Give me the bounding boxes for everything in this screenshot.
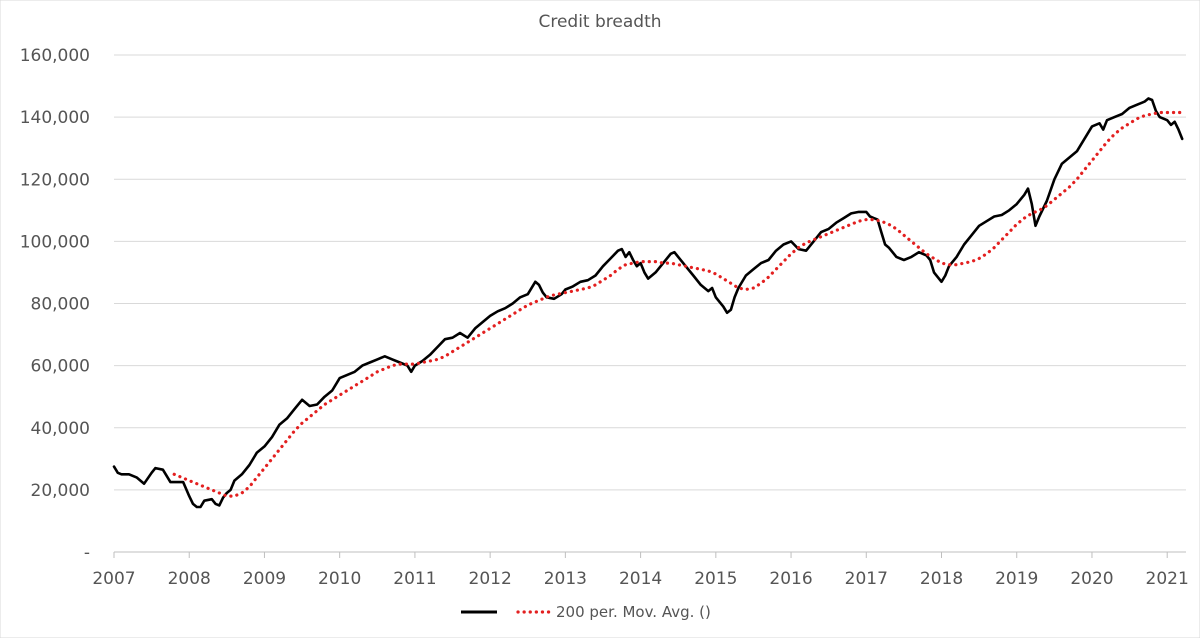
x-tick-label: 2016	[769, 569, 812, 589]
x-axis: 2007 2008 2009 2010 2011 2012 2013 2014 2015 2016…	[92, 551, 1189, 589]
x-tick-label: 2013	[544, 569, 587, 589]
legend-label-moving-average: 200 per. Mov. Avg. ()	[556, 603, 711, 621]
y-tick-label: 80,000	[31, 295, 90, 315]
x-tick-label: 2014	[619, 569, 662, 589]
y-tick-label: 100,000	[20, 232, 90, 252]
x-tick-label: 2019	[995, 569, 1038, 589]
x-tick-label: 2021	[1146, 569, 1189, 589]
x-tick-label: 2018	[920, 569, 963, 589]
gridlines	[114, 54, 1186, 491]
y-tick-label: 60,000	[31, 357, 90, 377]
x-tick-label: 2009	[243, 569, 286, 589]
series-line-credit-breadth	[112, 97, 1184, 509]
series-lines	[112, 97, 1184, 509]
series-line-moving-average	[172, 110, 1184, 498]
chart-title: Credit breadth	[538, 12, 661, 32]
y-tick-label: 140,000	[20, 108, 90, 128]
y-tick-label: -	[84, 543, 90, 563]
x-tick-label: 2010	[318, 569, 361, 589]
x-tick-label: 2007	[92, 569, 135, 589]
y-tick-label: 160,000	[20, 46, 90, 66]
x-tick-label: 2008	[168, 569, 211, 589]
y-tick-label: 20,000	[31, 481, 90, 501]
x-tick-label: 2015	[694, 569, 737, 589]
x-tick-label: 2012	[469, 569, 512, 589]
x-tick-label: 2011	[393, 569, 436, 589]
y-axis-ticks: - 20,000 40,000 60,000 80,000 100,000 120,000 1…	[20, 46, 90, 563]
x-tick-label: 2020	[1070, 569, 1113, 589]
legend: 200 per. Mov. Avg. ()	[461, 603, 711, 621]
x-tick-label: 2017	[845, 569, 888, 589]
y-tick-label: 40,000	[31, 419, 90, 439]
y-tick-label: 120,000	[20, 170, 90, 190]
